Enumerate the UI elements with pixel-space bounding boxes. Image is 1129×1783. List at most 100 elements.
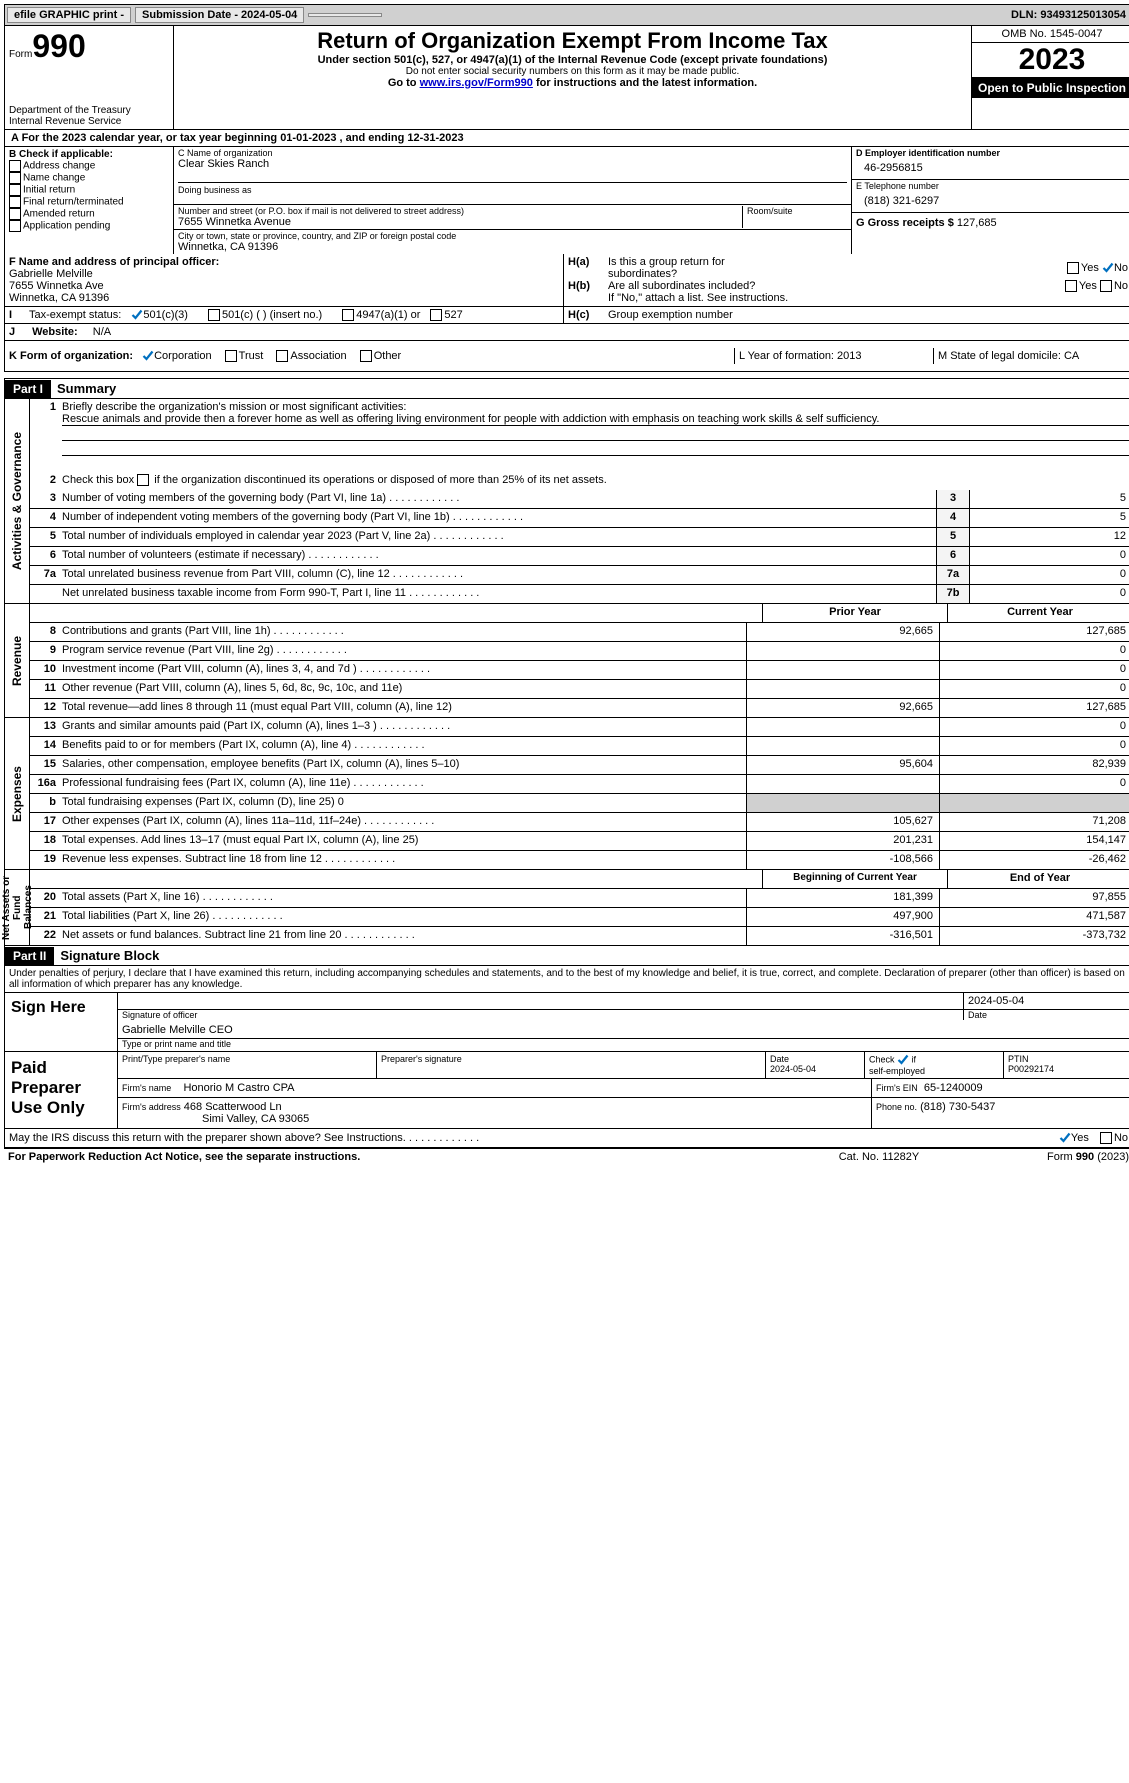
irs-link[interactable]: www.irs.gov/Form990 (420, 77, 533, 89)
sig-officer-label: Signature of officer (122, 1010, 963, 1020)
side-ag: Activities & Governance (8, 428, 26, 574)
paid-preparer-label: Paid Preparer Use Only (5, 1052, 118, 1128)
section-activities-governance: Activities & Governance 1 Briefly descri… (4, 399, 1129, 604)
cat-no: Cat. No. 11282Y (779, 1151, 979, 1163)
goto-suffix: for instructions and the latest informat… (533, 77, 757, 89)
ptin: P00292174 (1008, 1064, 1054, 1074)
ha-yes[interactable] (1067, 262, 1079, 274)
hb-no[interactable] (1100, 280, 1112, 292)
website-value: N/A (93, 326, 111, 338)
perjury-statement: Under penalties of perjury, I declare th… (4, 966, 1129, 993)
ein-label: D Employer identification number (856, 148, 1128, 158)
side-exp: Expenses (8, 762, 26, 826)
hb-note: If "No," attach a list. See instructions… (568, 292, 1128, 304)
section-net-assets: Net Assets or Fund Balances Beginning of… (4, 870, 1129, 946)
officer-name: Gabrielle Melville (9, 268, 559, 280)
part1-hdr: Part I (5, 380, 51, 398)
city-label: City or town, state or province, country… (178, 231, 847, 241)
omb-number: OMB No. 1545-0047 (972, 26, 1129, 43)
row-j: J Website: N/A (4, 324, 1129, 341)
form-number: 990 (32, 28, 85, 64)
pra-notice: For Paperwork Reduction Act Notice, see … (8, 1151, 779, 1163)
subtitle-1: Under section 501(c), 527, or 4947(a)(1)… (178, 54, 967, 66)
submission-date: Submission Date - 2024-05-04 (135, 7, 304, 23)
tax-year: 2023 (972, 43, 1129, 78)
org-name: Clear Skies Ranch (178, 158, 847, 170)
self-emp-check[interactable] (897, 1054, 909, 1066)
row-i-hc: I Tax-exempt status: 501(c)(3) 501(c) ( … (4, 307, 1129, 324)
irs-label: Internal Revenue Service (9, 116, 169, 127)
open-inspection: Open to Public Inspection (972, 78, 1129, 98)
officer-printed: Gabrielle Melville CEO (118, 1022, 1129, 1038)
firm-addr: 468 Scatterwood Ln (184, 1101, 282, 1113)
topbar: efile GRAPHIC print - Submission Date - … (4, 4, 1129, 26)
l7a-value: 0 (969, 566, 1129, 584)
checkbox-final[interactable] (9, 196, 21, 208)
side-rev: Revenue (8, 632, 26, 690)
4947-box[interactable] (342, 309, 354, 321)
checkbox-amended[interactable] (9, 208, 21, 220)
firm-city: Simi Valley, CA 93065 (122, 1113, 309, 1125)
street-address: 7655 Winnetka Avenue (178, 216, 738, 228)
gross-receipts: 127,685 (957, 217, 997, 229)
dba-label: Doing business as (178, 182, 847, 195)
l6-value: 0 (969, 547, 1129, 565)
section-expenses: Expenses 13Grants and similar amounts pa… (4, 718, 1129, 870)
blank-button (308, 13, 382, 17)
hb-yes[interactable] (1065, 280, 1077, 292)
hdr-prior: Prior Year (762, 604, 947, 622)
527-box[interactable] (430, 309, 442, 321)
tel-label: E Telephone number (856, 181, 1128, 191)
ha-no-checked[interactable] (1102, 262, 1114, 274)
state-domicile: M State of legal domicile: CA (933, 348, 1129, 364)
officer-addr1: 7655 Winnetka Ave (9, 280, 559, 292)
discuss-no[interactable] (1100, 1132, 1112, 1144)
l4-text: Number of independent voting members of … (60, 509, 936, 527)
l2-checkbox[interactable] (137, 474, 149, 486)
other-box[interactable] (360, 350, 372, 362)
telephone: (818) 321-6297 (856, 191, 1128, 211)
city-state-zip: Winnetka, CA 91396 (178, 241, 847, 253)
tax-exempt-label: Tax-exempt status: (29, 309, 121, 321)
hdr-curr: Current Year (947, 604, 1129, 622)
firm-phone: (818) 730-5437 (920, 1101, 995, 1113)
efile-print-button[interactable]: efile GRAPHIC print - (7, 7, 131, 23)
l4-value: 5 (969, 509, 1129, 527)
assoc-box[interactable] (276, 350, 288, 362)
form-header: Form990 Department of the Treasury Inter… (4, 26, 1129, 130)
l7b-value: 0 (969, 585, 1129, 603)
checkbox-name-change[interactable] (9, 172, 21, 184)
corp-checked[interactable] (142, 350, 154, 362)
section-revenue: Revenue Prior Year Current Year 8Contrib… (4, 604, 1129, 718)
l6-text: Total number of volunteers (estimate if … (60, 547, 936, 565)
part1-title: Summary (51, 379, 122, 398)
checkbox-application[interactable] (9, 220, 21, 232)
trust-box[interactable] (225, 350, 237, 362)
subtitle-2: Do not enter social security numbers on … (178, 66, 967, 77)
501c-box[interactable] (208, 309, 220, 321)
checkbox-initial[interactable] (9, 184, 21, 196)
k-label: K Form of organization: (9, 350, 133, 362)
mission-text: Rescue animals and provide then a foreve… (62, 413, 1129, 426)
checkbox-addr-change[interactable] (9, 160, 21, 172)
firm-ein: 65-1240009 (924, 1082, 983, 1094)
form-title: Return of Organization Exempt From Incom… (178, 28, 967, 54)
type-name-label: Type or print name and title (118, 1038, 1129, 1051)
hdr-beg: Beginning of Current Year (762, 870, 947, 888)
main-info-block: B Check if applicable: Address change Na… (4, 147, 1129, 254)
room-label: Room/suite (743, 206, 847, 228)
l3-value: 5 (969, 490, 1129, 508)
501c3-checked[interactable] (131, 309, 143, 321)
discuss-question: May the IRS discuss this return with the… (9, 1132, 1008, 1144)
firm-name: Honorio M Castro CPA (183, 1082, 294, 1094)
part2-title: Signature Block (54, 946, 165, 965)
row-f-h: F Name and address of principal officer:… (4, 254, 1129, 307)
sig-date: 2024-05-04 (963, 993, 1129, 1009)
l3-text: Number of voting members of the governin… (60, 490, 936, 508)
side-na: Net Assets or Fund Balances (0, 870, 36, 945)
b-label: B Check if applicable: (9, 149, 169, 160)
c-name-label: C Name of organization (178, 148, 847, 158)
discuss-yes-checked[interactable] (1059, 1132, 1071, 1144)
l5-value: 12 (969, 528, 1129, 546)
paid-preparer-section: Paid Preparer Use Only Print/Type prepar… (4, 1052, 1129, 1129)
